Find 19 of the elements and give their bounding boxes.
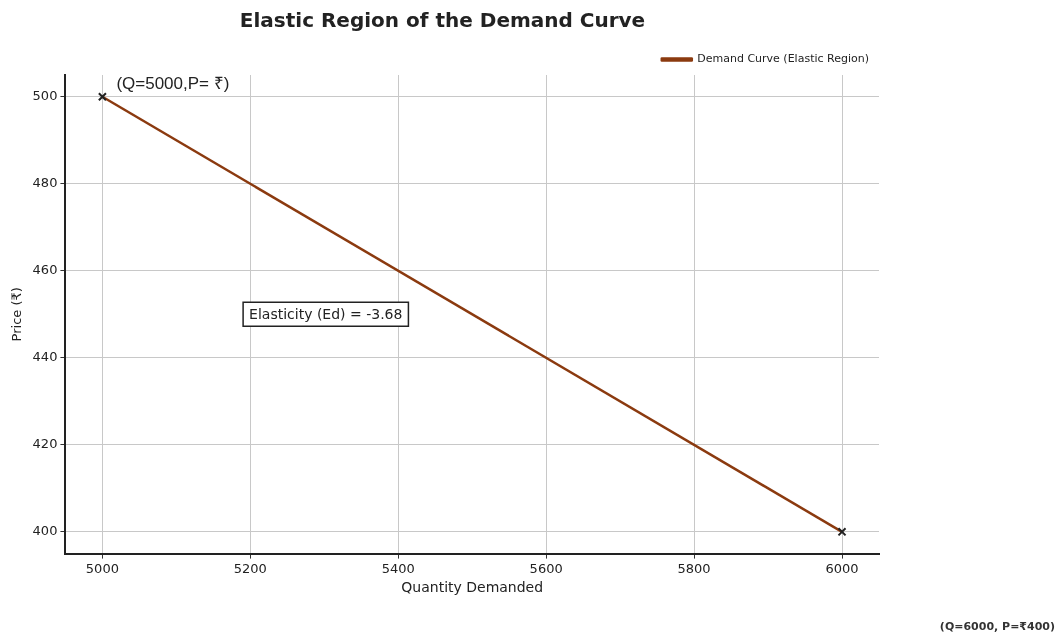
y-tick-label: 400 xyxy=(32,523,58,539)
x-tick-label: 6000 xyxy=(825,560,859,576)
y-tick-label: 460 xyxy=(32,262,58,278)
x-tick-label: 5200 xyxy=(233,560,267,576)
x-tick-label: 5400 xyxy=(381,560,415,576)
y-tick-label: 500 xyxy=(32,88,58,104)
x-tick-label: 5600 xyxy=(529,560,563,576)
legend-label: Demand Curve (Elastic Region) xyxy=(697,52,870,66)
y-tick-label: 420 xyxy=(32,436,58,452)
annotation: (Q=5000,P= ₹) xyxy=(116,73,230,93)
annotation: Elasticity (Ed) = -3.68 xyxy=(249,305,403,322)
text: (Q=6000, P=₹400) xyxy=(939,620,1055,634)
y-tick-label: 440 xyxy=(32,349,58,365)
x-tick-label: 5000 xyxy=(85,560,119,576)
x-axis-title: Quantity Demanded xyxy=(401,579,544,596)
x-tick-label: 5800 xyxy=(677,560,711,576)
y-tick-label: 480 xyxy=(32,175,58,191)
chart-title: Elastic Region of the Demand Curve xyxy=(239,8,646,33)
y-axis-title: Price (₹) xyxy=(9,287,25,342)
